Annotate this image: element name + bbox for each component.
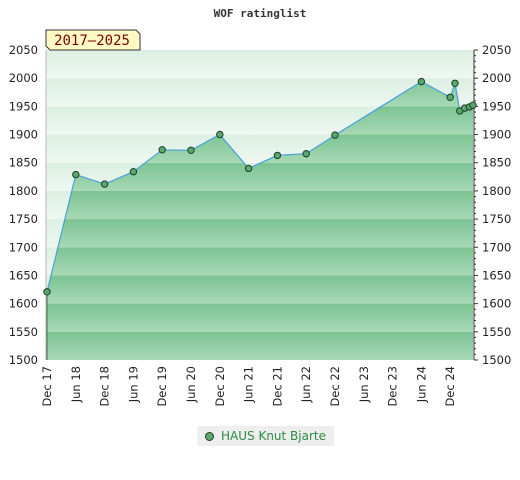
data-point	[72, 170, 80, 179]
y-tick-label-left: 1650	[9, 268, 38, 282]
legend: HAUS Knut Bjarte	[197, 426, 334, 446]
y-tick-label-left: 1750	[9, 212, 38, 226]
y-tick-label-right: 1750	[482, 212, 511, 226]
data-point	[469, 101, 477, 109]
data-point	[446, 93, 454, 102]
area-band	[47, 303, 473, 332]
y-tick-label-left: 1600	[9, 297, 38, 311]
data-point	[100, 180, 109, 188]
area-band	[47, 219, 473, 248]
data-point	[244, 164, 253, 173]
y-tick-label-left: 2050	[9, 43, 38, 57]
y-tick-label-left: 2000	[9, 71, 38, 85]
x-tick-label: Dec 19	[155, 366, 169, 407]
x-tick-label: Jun 20	[184, 366, 198, 403]
data-point	[302, 150, 310, 158]
data-point	[417, 77, 426, 86]
x-tick-label: Jun 23	[357, 366, 371, 403]
data-point	[187, 146, 195, 155]
area-band	[47, 275, 473, 304]
y-tick-label-left: 1800	[9, 184, 38, 198]
area-band	[47, 247, 473, 276]
x-tick-label: Dec 17	[40, 366, 54, 407]
legend-label: HAUS Knut Bjarte	[221, 429, 326, 443]
data-point	[273, 151, 282, 160]
data-point	[216, 130, 224, 139]
y-tick-label-left: 1700	[9, 240, 38, 254]
data-point	[451, 79, 459, 88]
x-tick-label: Dec 24	[443, 366, 457, 407]
x-tick-label: Dec 21	[270, 366, 284, 407]
y-tick-label-left: 1950	[9, 99, 38, 113]
y-tick-label-right: 1950	[482, 99, 511, 113]
x-tick-label: Jun 18	[69, 366, 83, 403]
y-tick-label-right: 2050	[482, 43, 511, 57]
data-point	[331, 131, 339, 139]
data-points	[43, 77, 477, 296]
y-tick-label-right: 1800	[482, 184, 511, 198]
legend-marker-icon	[205, 431, 214, 441]
y-tick-label-right: 2000	[482, 71, 511, 85]
axes: 1500 1500 1550 1550 1600 1600 1650 1650 1700 1700…	[9, 43, 512, 407]
y-tick-label-right: 1900	[482, 128, 511, 142]
x-tick-label: Dec 18	[98, 366, 112, 407]
data-point	[158, 146, 166, 154]
y-tick-label-left: 1500	[9, 353, 38, 367]
period-badge-text: 2017–2025	[54, 33, 130, 49]
background-band	[46, 50, 474, 79]
y-tick-label-right: 1550	[482, 325, 511, 339]
x-tick-label: Jun 19	[126, 366, 140, 403]
y-tick-label-right: 1650	[482, 268, 511, 282]
y-tick-label-right: 1850	[482, 156, 511, 170]
chart-title: WOF ratinglist	[214, 7, 307, 20]
x-tick-label: Dec 23	[386, 366, 400, 407]
y-tick-label-right: 1600	[482, 297, 511, 311]
area-band	[47, 190, 473, 220]
y-tick-label-right: 1500	[482, 353, 511, 367]
x-tick-label: Jun 24	[414, 366, 428, 403]
x-tick-label: Jun 21	[242, 366, 256, 403]
x-tick-label: Dec 22	[328, 366, 342, 407]
data-point	[43, 288, 51, 296]
y-tick-label-left: 1850	[9, 156, 38, 170]
y-tick-label-left: 1900	[9, 128, 38, 142]
area-band	[47, 331, 473, 360]
y-tick-label-right: 1700	[482, 240, 511, 254]
x-tick-label: Dec 20	[213, 366, 227, 407]
x-tick-label: Jun 22	[299, 366, 313, 403]
period-badge: 2017–2025	[45, 29, 141, 51]
y-tick-label-left: 1550	[9, 325, 38, 339]
data-point	[129, 168, 138, 176]
